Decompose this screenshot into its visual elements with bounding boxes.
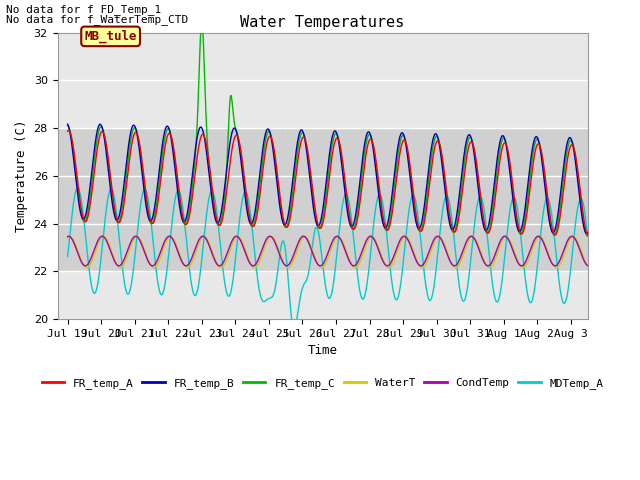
Y-axis label: Temperature (C): Temperature (C) [15,120,28,232]
Legend: FR_temp_A, FR_temp_B, FR_temp_C, WaterT, CondTemp, MDTemp_A: FR_temp_A, FR_temp_B, FR_temp_C, WaterT,… [37,374,608,394]
Bar [58,128,588,271]
Text: No data for f FD_Temp_1: No data for f FD_Temp_1 [6,4,162,15]
X-axis label: Time: Time [308,344,337,357]
Text: MB_tule: MB_tule [84,30,137,43]
Text: No data for f_WaterTemp_CTD: No data for f_WaterTemp_CTD [6,13,189,24]
Title: Water Temperatures: Water Temperatures [241,15,404,30]
